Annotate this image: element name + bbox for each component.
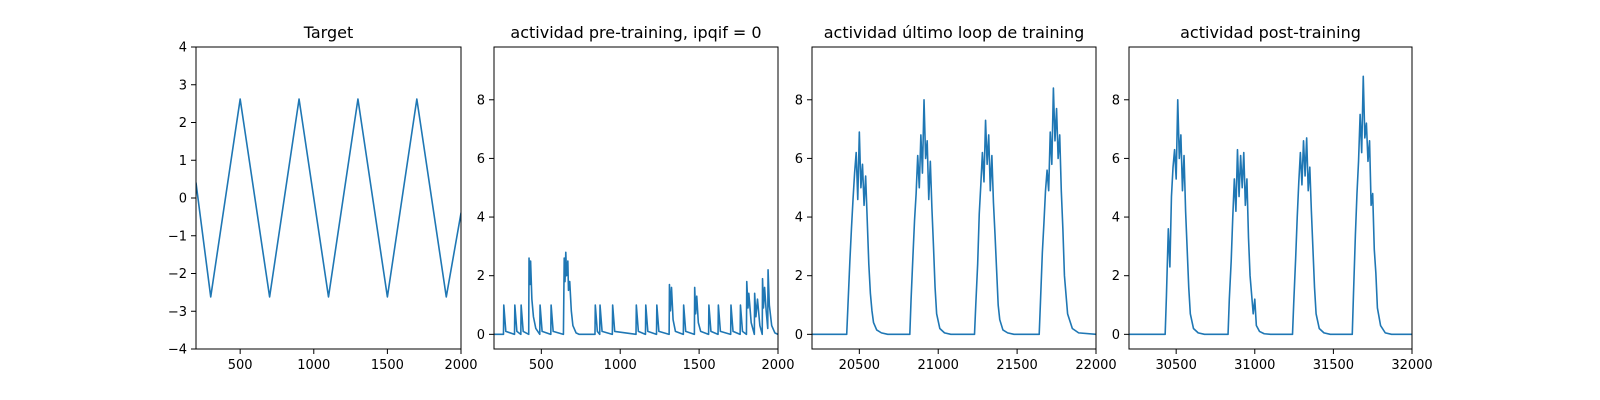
y-tick-label: 2 xyxy=(795,269,803,284)
x-tick-label: 30500 xyxy=(1155,358,1196,373)
x-tick-label: 21500 xyxy=(996,358,1037,373)
y-tick-label: −2 xyxy=(168,267,187,282)
y-tick-label: 8 xyxy=(795,93,803,108)
y-tick-label: 3 xyxy=(179,78,187,93)
y-tick-label: 4 xyxy=(477,211,485,226)
y-tick-label: 2 xyxy=(477,269,485,284)
x-tick-label: 22000 xyxy=(1075,358,1116,373)
axes-frame xyxy=(195,46,462,350)
axes-frame xyxy=(811,46,1097,350)
x-tick-label: 1000 xyxy=(604,358,637,373)
x-tick-label: 2000 xyxy=(444,358,477,373)
series-line xyxy=(812,87,1096,336)
x-tick-label: 32000 xyxy=(1391,358,1432,373)
y-tick-label: 8 xyxy=(477,93,485,108)
y-tick-label: 6 xyxy=(1112,152,1120,167)
subplot-pre-training: 500 1000 1500 2000 0 2 4 6 8 actividad pre-traini… xyxy=(477,23,795,373)
x-tick-label: 500 xyxy=(529,358,554,373)
y-tick-label: 0 xyxy=(179,192,187,207)
x-tick-label: 1000 xyxy=(297,358,330,373)
chart-title: actividad post-training xyxy=(1180,23,1361,42)
y-tick-label: −1 xyxy=(168,229,187,244)
y-tick-label: 0 xyxy=(477,328,485,343)
y-tick-label: −4 xyxy=(168,343,187,358)
y-tick-label: 6 xyxy=(477,152,485,167)
y-tick-label: 2 xyxy=(179,116,187,131)
axes-frame xyxy=(1128,46,1413,350)
y-tick-label: 4 xyxy=(1112,211,1120,226)
y-tick-label: 1 xyxy=(179,154,187,169)
x-tick-label: 31000 xyxy=(1234,358,1275,373)
x-tick-label: 1500 xyxy=(683,358,716,373)
y-tick-label: 4 xyxy=(179,41,187,56)
y-tick-label: 0 xyxy=(1112,328,1120,343)
x-tick-label: 500 xyxy=(228,358,253,373)
subplot-post-training: 30500 31000 31500 32000 0 2 4 6 8 actividad post-… xyxy=(1112,23,1433,373)
y-tick-label: 6 xyxy=(795,152,803,167)
y-tick-label: 4 xyxy=(795,211,803,226)
chart-title: Target xyxy=(303,23,354,42)
series-line xyxy=(196,98,461,298)
x-tick-label: 31500 xyxy=(1313,358,1354,373)
subplot-target: 500 1000 1500 2000 −4 −3 −2 −1 0 1 2 3 4 Target xyxy=(168,23,478,373)
x-tick-label: 1500 xyxy=(371,358,404,373)
chart-title: actividad último loop de training xyxy=(824,23,1085,42)
x-tick-label: 20500 xyxy=(839,358,880,373)
x-tick-label: 2000 xyxy=(761,358,794,373)
axes-frame xyxy=(493,46,779,350)
y-tick-label: 0 xyxy=(795,328,803,343)
x-tick-label: 21000 xyxy=(918,358,959,373)
series-line xyxy=(1129,75,1412,336)
y-tick-label: 8 xyxy=(1112,93,1120,108)
subplot-last-training-loop: 20500 21000 21500 22000 0 2 4 6 8 actividad últim… xyxy=(795,23,1117,373)
chart-title: actividad pre-training, ipqif = 0 xyxy=(510,23,761,42)
y-tick-label: −3 xyxy=(168,305,187,320)
series-line xyxy=(494,251,778,336)
y-tick-label: 2 xyxy=(1112,269,1120,284)
